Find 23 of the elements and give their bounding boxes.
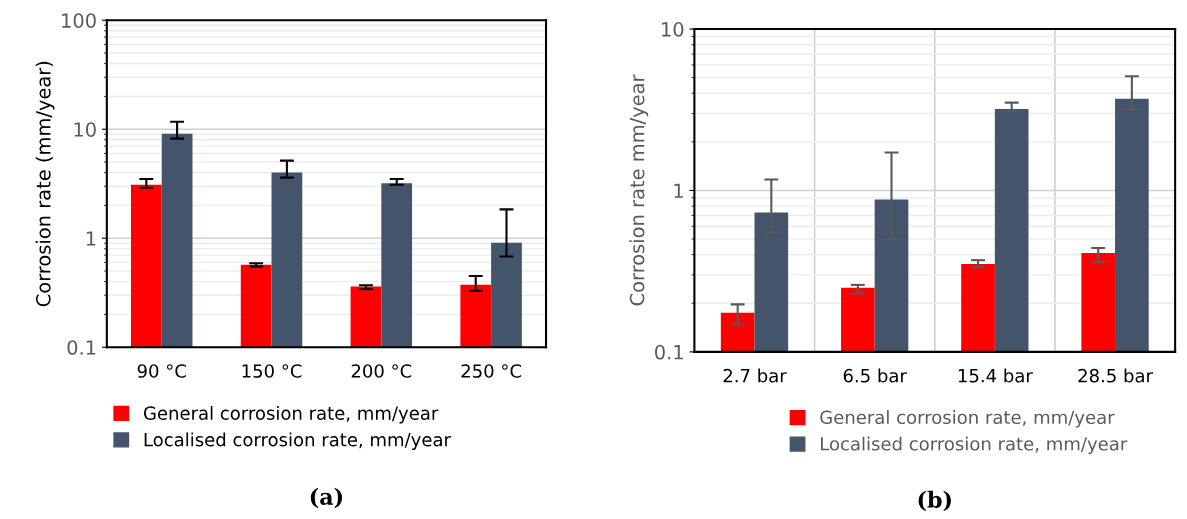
x-tick-label: 200 °C xyxy=(351,364,412,378)
y-axis-title: Corrosion rate (mm/year) xyxy=(35,61,55,307)
x-tick-label: 250 °C xyxy=(461,364,522,378)
x-tick-label: 2.7 bar xyxy=(723,368,787,383)
y-tick-label: 0.1 xyxy=(655,344,683,360)
y-tick-label: 1 xyxy=(674,183,683,198)
y-tick-label: 10 xyxy=(662,22,684,37)
y-tick-label: 1 xyxy=(86,231,96,246)
x-tick-label: 28.5 bar xyxy=(1078,368,1153,383)
text: (a) xyxy=(310,487,343,509)
legend-label: General corrosion rate, mm/year xyxy=(143,405,439,424)
y-axis-title: Corrosion rate mm/year xyxy=(629,74,649,306)
x-tick-label: 90 °C xyxy=(137,364,186,378)
x-tick-label: 150 °C xyxy=(242,364,302,378)
text: (b) xyxy=(918,490,951,512)
legend-label: Localised corrosion rate, mm/year xyxy=(821,436,1128,455)
y-tick-label: 100 xyxy=(62,13,96,28)
y-tick-label: 0.1 xyxy=(67,340,96,355)
x-tick-label: 6.5 bar xyxy=(843,368,907,383)
legend-label: Localised corrosion rate, mm/year xyxy=(144,432,451,450)
x-tick-label: 15.4 bar xyxy=(958,368,1033,383)
y-tick-label: 10 xyxy=(74,122,96,137)
legend-label: General corrosion rate, mm/year xyxy=(820,410,1115,428)
